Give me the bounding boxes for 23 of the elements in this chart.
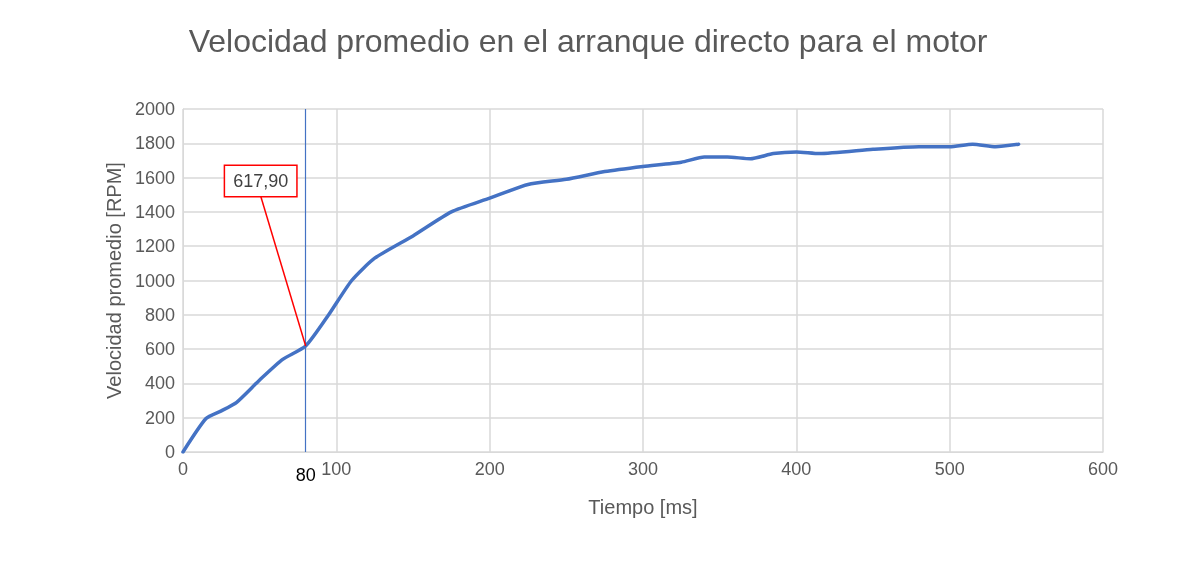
y-tick-label: 400 <box>144 373 175 394</box>
y-axis-title: Velocidad promedio [RPM] <box>103 162 126 399</box>
x-tick-label: 600 <box>1087 459 1119 479</box>
x-tick-label: 0 <box>177 459 189 479</box>
y-tick-label: 1400 <box>134 201 175 222</box>
y-tick-label: 1200 <box>134 236 175 257</box>
y-tick-label: 0 <box>164 442 175 462</box>
y-tick-label: 800 <box>144 304 175 325</box>
x-tick-label: 100 <box>321 459 352 479</box>
y-tick-label: 1600 <box>134 167 175 188</box>
annotation: 617,90 <box>233 171 289 192</box>
y-tick-label: 200 <box>144 407 175 428</box>
x-tick-label: 200 <box>474 459 505 479</box>
x-tick-label: 300 <box>627 459 659 479</box>
x-tick-label: 400 <box>781 459 812 479</box>
ref-line-label: 80 <box>295 465 316 485</box>
chart-title: Velocidad promedio en el arranque directo para el motor <box>188 23 988 59</box>
y-tick-label: 2000 <box>134 99 175 119</box>
y-tick-label: 1000 <box>134 270 175 291</box>
y-tick-label: 600 <box>144 339 175 360</box>
x-tick-label: 500 <box>934 459 965 479</box>
y-tick-label: 1800 <box>134 133 175 154</box>
x-axis-title: Tiempo [ms] <box>588 496 698 518</box>
